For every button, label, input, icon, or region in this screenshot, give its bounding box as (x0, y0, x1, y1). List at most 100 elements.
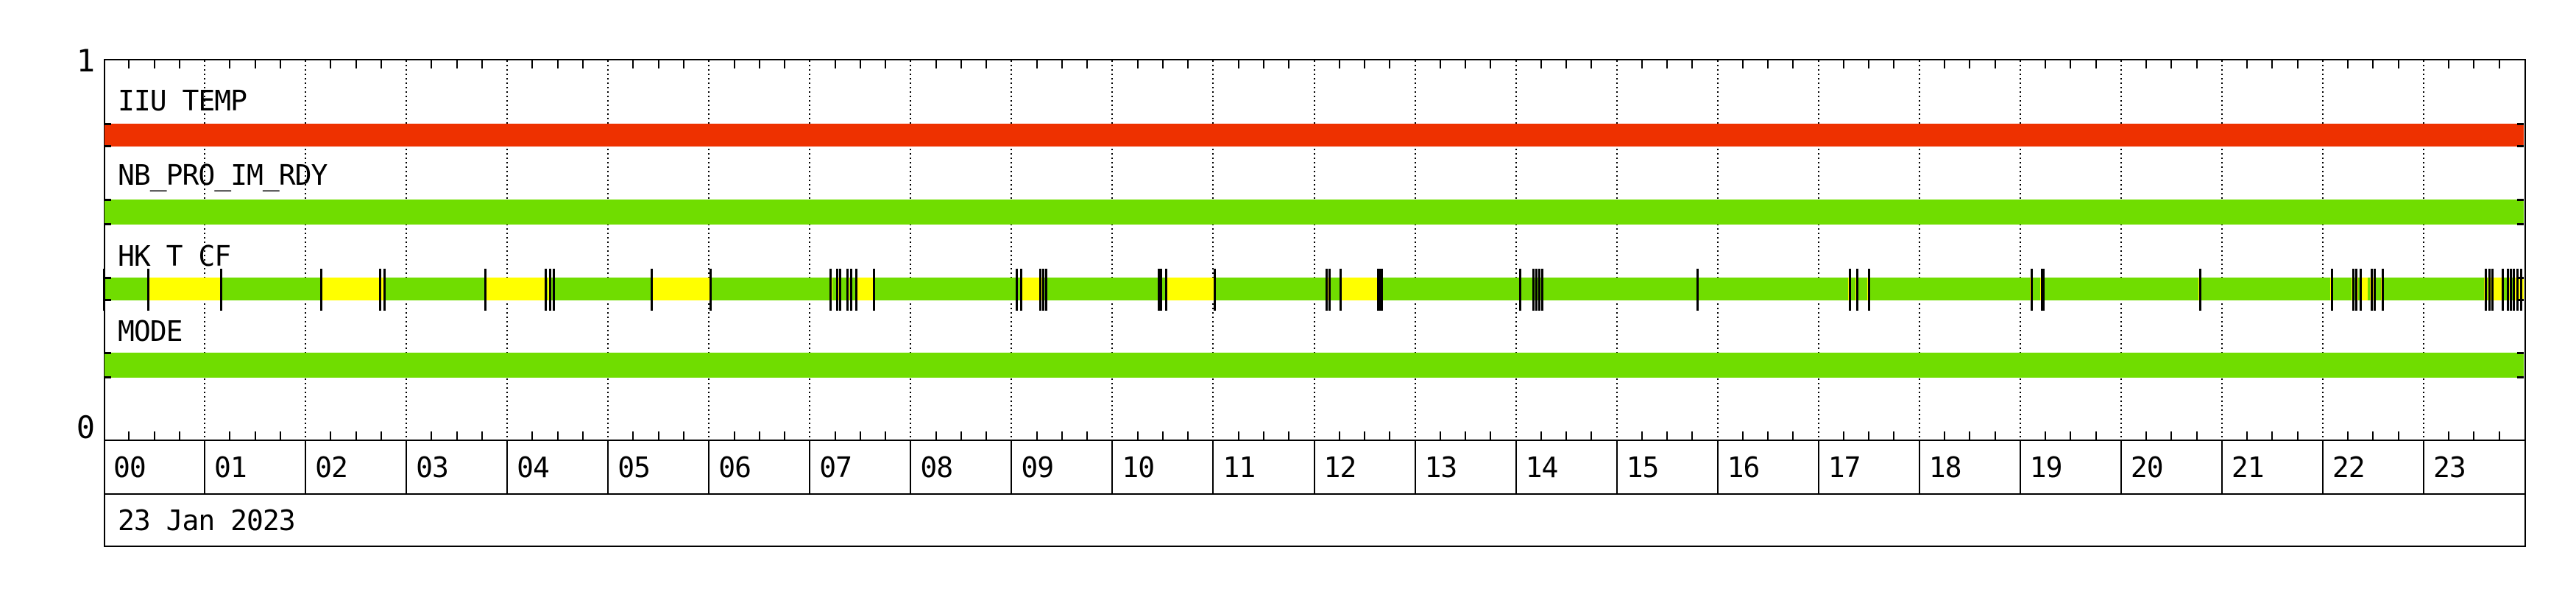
bottom-minor-tick (784, 431, 786, 440)
hour-label: 22 (2332, 451, 2366, 484)
top-minor-tick (531, 60, 534, 68)
hour-separator (506, 440, 509, 493)
top-minor-tick (380, 60, 382, 68)
bottom-minor-tick (1465, 431, 1467, 440)
top-minor-tick (1439, 60, 1441, 68)
row-label: MODE (118, 315, 183, 348)
left-level-tick (105, 299, 111, 301)
top-minor-tick (1262, 60, 1264, 68)
row-label: IIU TEMP (118, 85, 247, 117)
bottom-minor-tick (1061, 431, 1063, 440)
top-minor-tick (1136, 60, 1139, 68)
status-segment-yellow (485, 278, 546, 300)
status-segment-green (105, 200, 2524, 225)
transition-tick (2491, 269, 2494, 311)
hour-separator (305, 440, 307, 493)
transition-tick (219, 269, 222, 311)
top-minor-tick (481, 60, 483, 68)
transition-tick (1325, 269, 1328, 311)
bottom-minor-tick (1842, 431, 1844, 440)
hour-separator (204, 440, 206, 493)
top-minor-tick (2296, 60, 2299, 68)
top-minor-tick (1465, 60, 1467, 68)
left-level-tick (105, 223, 111, 225)
bottom-minor-tick (153, 431, 155, 440)
status-bar (105, 200, 2524, 225)
transition-tick (2352, 269, 2355, 311)
hour-gridline (1918, 60, 1920, 440)
transition-tick (2501, 269, 2504, 311)
bottom-minor-tick (1086, 431, 1089, 440)
hour-separator (2221, 440, 2223, 493)
bottom-minor-tick (1338, 431, 1340, 440)
bottom-minor-tick (1237, 431, 1239, 440)
top-minor-tick (581, 60, 584, 68)
transition-tick (2512, 269, 2515, 311)
top-minor-tick (1061, 60, 1063, 68)
y-axis-label-0: 0 (76, 409, 95, 445)
top-minor-tick (1969, 60, 1971, 68)
status-segment-green (2502, 278, 2507, 300)
transition-tick (553, 269, 556, 311)
top-minor-tick (885, 60, 887, 68)
left-level-tick (105, 145, 111, 147)
top-minor-tick (254, 60, 256, 68)
top-minor-tick (784, 60, 786, 68)
top-minor-tick (1490, 60, 1492, 68)
status-segment-yellow (856, 278, 874, 300)
bottom-minor-tick (1540, 431, 1542, 440)
top-minor-tick (1666, 60, 1669, 68)
transition-tick (839, 269, 842, 311)
transition-tick (1213, 269, 1216, 311)
bottom-minor-tick (1641, 431, 1643, 440)
bottom-minor-tick (1364, 431, 1366, 440)
top-minor-tick (1792, 60, 1794, 68)
transition-tick (1541, 269, 1544, 311)
transition-tick (103, 269, 105, 311)
transition-tick (1158, 269, 1161, 311)
hour-label: 14 (1525, 451, 1559, 484)
top-minor-tick (986, 60, 988, 68)
hour-label: 06 (718, 451, 751, 484)
transition-tick (1160, 269, 1163, 311)
top-minor-tick (2271, 60, 2274, 68)
transition-tick (1696, 269, 1699, 311)
hour-gridline (910, 60, 912, 440)
transition-tick (1044, 269, 1047, 311)
transition-tick (2509, 269, 2512, 311)
hour-label: 20 (2130, 451, 2164, 484)
top-minor-tick (1237, 60, 1239, 68)
bottom-minor-tick (380, 431, 382, 440)
hour-label: 12 (1323, 451, 1357, 484)
top-minor-tick (2070, 60, 2072, 68)
bottom-minor-tick (556, 431, 559, 440)
status-segment-yellow (2359, 278, 2368, 300)
status-segment-red (105, 124, 2524, 147)
top-minor-tick (1540, 60, 1542, 68)
bottom-minor-tick (2170, 431, 2173, 440)
transition-tick (2331, 269, 2334, 311)
hour-separator (708, 440, 710, 493)
hour-gridline (1212, 60, 1214, 440)
bottom-minor-tick (657, 431, 659, 440)
bottom-minor-tick (1490, 431, 1492, 440)
bottom-minor-tick (682, 431, 684, 440)
top-minor-tick (859, 60, 861, 68)
right-level-tick (2517, 223, 2524, 225)
top-minor-tick (1389, 60, 1391, 68)
hour-gridline (2321, 60, 2324, 440)
bottom-minor-tick (1792, 431, 1794, 440)
left-level-tick (105, 277, 111, 279)
transition-tick (1379, 269, 1381, 311)
hour-label: 17 (1827, 451, 1861, 484)
bottom-minor-tick (986, 431, 988, 440)
top-minor-tick (682, 60, 684, 68)
hour-gridline (607, 60, 609, 440)
bottom-minor-tick (1389, 431, 1391, 440)
bottom-minor-tick (330, 431, 332, 440)
left-level-tick (105, 123, 111, 125)
top-minor-tick (2347, 60, 2349, 68)
top-minor-tick (2246, 60, 2248, 68)
transition-tick (1381, 269, 1384, 311)
top-minor-tick (2372, 60, 2374, 68)
